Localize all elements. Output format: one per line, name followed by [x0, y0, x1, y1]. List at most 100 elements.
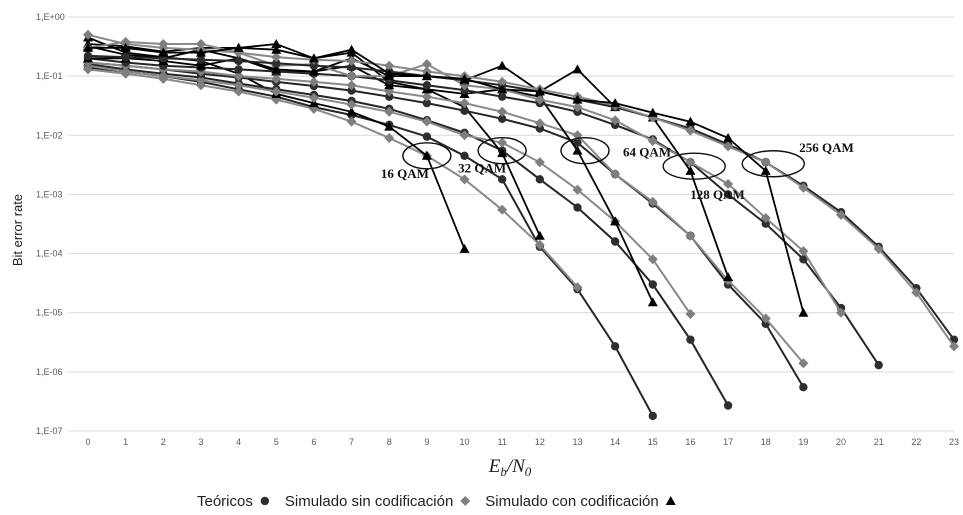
point-diamond — [83, 29, 93, 40]
point-diamond — [647, 196, 658, 207]
point-circle — [648, 411, 657, 421]
point-diamond — [459, 130, 470, 141]
x-tick-label: 0 — [85, 437, 90, 447]
point-diamond — [384, 132, 395, 143]
point-diamond — [723, 179, 734, 190]
point-circle — [497, 114, 507, 123]
point-diamond — [685, 230, 696, 241]
x-axis-label-sub-b: b — [500, 464, 507, 479]
x-tick-label: 3 — [198, 437, 203, 447]
point-triangle — [610, 216, 621, 226]
point-triangle — [384, 68, 395, 78]
qam-ellipse — [560, 136, 610, 165]
point-circle — [460, 106, 469, 115]
point-circle — [686, 335, 695, 344]
point-triangle — [158, 47, 169, 57]
point-circle — [234, 65, 243, 74]
point-diamond — [497, 76, 508, 87]
x-tick-label: 17 — [723, 437, 733, 447]
point-circle — [460, 151, 469, 160]
x-tick-label: 14 — [610, 437, 620, 447]
x-tick-label: 21 — [874, 437, 884, 447]
y-tick-label: 1,E-05 — [36, 308, 63, 318]
x-axis-label-e: E — [488, 456, 501, 477]
series-line — [87, 54, 955, 341]
series-line — [87, 63, 729, 406]
point-diamond — [195, 38, 206, 49]
legend-label: Simulado con codificación — [485, 493, 658, 510]
y-tick-label: 1,E-03 — [36, 189, 63, 199]
point-triangle — [384, 121, 395, 131]
point-diamond — [723, 141, 734, 152]
point-triangle — [497, 60, 508, 70]
point-circle — [347, 86, 356, 95]
point-diamond — [271, 52, 282, 63]
x-tick-label: 1 — [123, 437, 128, 447]
point-circle — [234, 56, 243, 66]
x-tick-label: 16 — [685, 437, 695, 447]
point-diamond — [459, 174, 470, 185]
point-diamond — [346, 80, 357, 91]
point-circle — [723, 190, 733, 199]
point-circle — [385, 92, 394, 101]
point-triangle — [459, 243, 470, 253]
point-diamond — [421, 91, 432, 102]
point-triangle — [83, 42, 93, 52]
point-triangle — [685, 165, 696, 175]
legend-label: Teóricos — [197, 493, 253, 510]
point-circle — [610, 342, 620, 351]
point-circle — [610, 237, 620, 246]
y-tick-label: 1,E-02 — [36, 130, 63, 140]
point-diamond — [384, 60, 395, 71]
point-triangle — [271, 38, 282, 48]
y-axis-ticks: 1,E+00 1,E-01 1,E-02 1,E-03 1,E-04 1,E-05 1,E-… — [36, 12, 65, 436]
point-diamond — [534, 118, 545, 129]
qam-ellipse — [662, 152, 726, 180]
point-diamond — [572, 184, 583, 195]
point-diamond — [346, 99, 357, 110]
point-diamond — [911, 287, 922, 298]
qam-label: 256 QAM — [799, 140, 854, 155]
point-triangle — [572, 94, 583, 104]
point-circle — [422, 81, 432, 90]
point-circle — [573, 138, 582, 147]
point-triangle — [572, 145, 583, 155]
point-diamond — [798, 246, 809, 257]
point-circle — [121, 52, 130, 62]
x-tick-label: 18 — [761, 437, 771, 447]
point-triangle — [271, 64, 282, 74]
point-diamond — [836, 307, 847, 318]
point-triangle — [195, 47, 206, 57]
point-triangle — [723, 272, 734, 282]
qam-ellipse — [477, 136, 527, 165]
x-tick-label: 2 — [161, 437, 166, 447]
point-diamond — [497, 137, 508, 148]
x-tick-label: 13 — [572, 437, 582, 447]
point-triangle — [346, 44, 357, 54]
point-triangle — [497, 148, 508, 158]
legend-marker-circle — [260, 496, 270, 506]
point-triangle — [647, 107, 658, 117]
point-circle — [497, 175, 507, 184]
point-triangle — [798, 307, 809, 317]
point-circle — [309, 61, 319, 70]
point-circle — [573, 203, 582, 212]
x-axis-label-sub-0: 0 — [525, 464, 532, 479]
legend-label: Simulado sin codificación — [285, 493, 453, 510]
point-diamond — [308, 76, 319, 87]
point-diamond — [760, 157, 771, 168]
x-tick-label: 20 — [836, 437, 846, 447]
point-diamond — [760, 313, 771, 324]
point-triangle — [421, 71, 432, 81]
series-layer — [83, 29, 959, 421]
series-line — [87, 61, 805, 388]
point-diamond — [836, 209, 847, 220]
point-diamond — [534, 94, 545, 105]
series-line — [87, 61, 805, 364]
point-triangle — [610, 98, 621, 108]
qam-ellipse — [741, 150, 805, 178]
point-triangle — [195, 60, 206, 70]
series-line — [87, 68, 579, 288]
point-diamond — [271, 73, 282, 84]
